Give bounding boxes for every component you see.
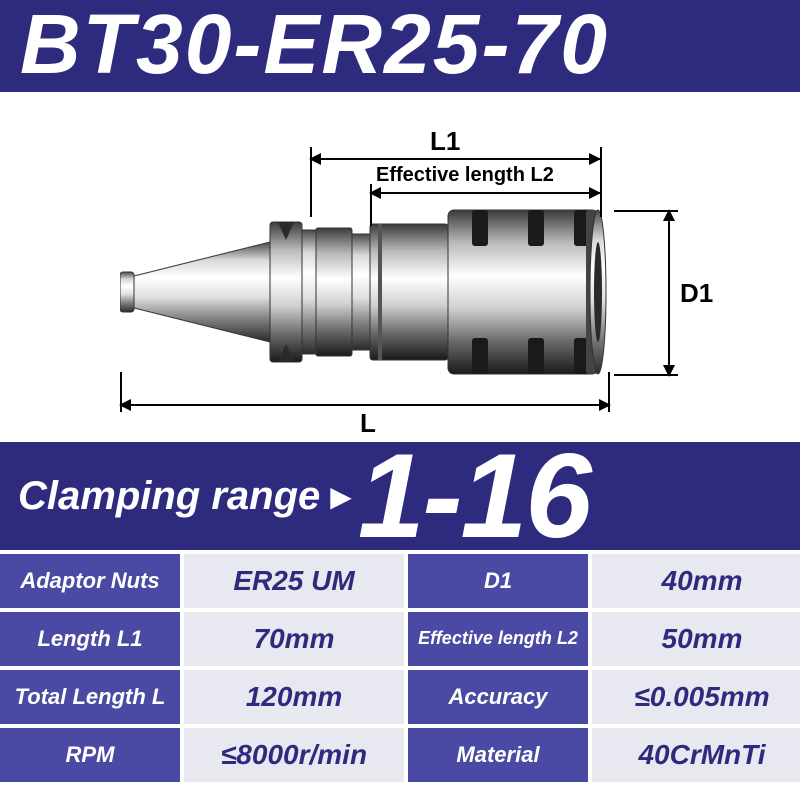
spec-label: Adaptor Nuts xyxy=(0,554,180,608)
spec-value: ≤8000r/min xyxy=(184,728,404,782)
specs-table: Adaptor NutsER25 UMD140mm Length L170mmEf… xyxy=(0,550,800,786)
l1-label: L1 xyxy=(430,126,460,157)
spec-label: Total Length L xyxy=(0,670,180,724)
l2-label: Effective length L2 xyxy=(376,164,554,187)
spec-label: Effective length L2 xyxy=(408,612,588,666)
d1-label: D1 xyxy=(680,278,713,309)
spec-value: ≤0.005mm xyxy=(592,670,800,724)
l-label: L xyxy=(360,408,376,439)
spec-value: 70mm xyxy=(184,612,404,666)
spec-label: RPM xyxy=(0,728,180,782)
spec-value: 40mm xyxy=(592,554,800,608)
spec-label: D1 xyxy=(408,554,588,608)
clamping-label: Clamping range xyxy=(18,474,320,519)
spec-value: ER25 UM xyxy=(184,554,404,608)
spec-label: Length L1 xyxy=(0,612,180,666)
spec-value: 40CrMnTi xyxy=(592,728,800,782)
triangle-icon: ▶ xyxy=(330,480,352,513)
diagram: L1 Effective length L2 L D1 xyxy=(0,92,800,442)
spec-label: Material xyxy=(408,728,588,782)
spec-label: Accuracy xyxy=(408,670,588,724)
spec-value: 120mm xyxy=(184,670,404,724)
clamping-value: 1-16 xyxy=(358,442,590,550)
clamping-range-row: Clamping range ▶ 1-16 xyxy=(0,442,800,550)
page-title: BT30-ER25-70 xyxy=(0,0,800,92)
toolholder-svg xyxy=(120,182,640,402)
spec-value: 50mm xyxy=(592,612,800,666)
